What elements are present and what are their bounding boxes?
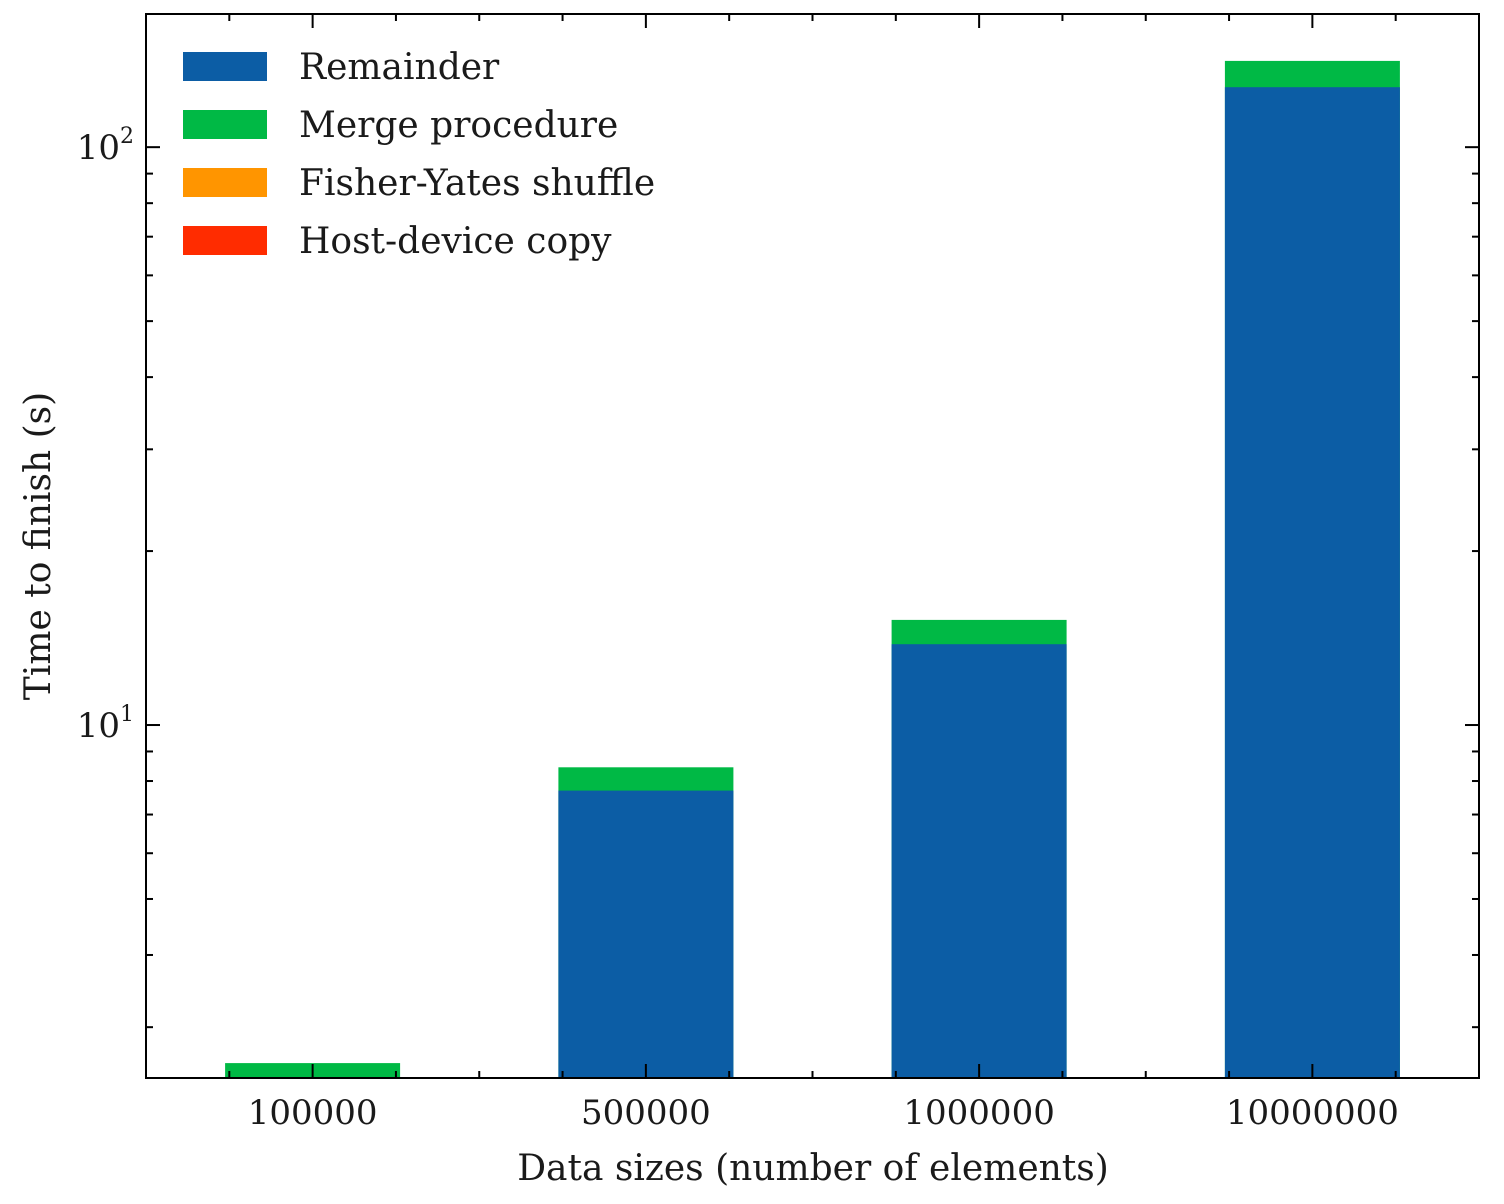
legend-swatch-fisher-yates-shuffle <box>183 168 267 197</box>
legend-label: Merge procedure <box>299 105 618 146</box>
legend-swatch-merge-procedure <box>183 110 267 139</box>
x-tick-label: 1000000 <box>903 1093 1054 1133</box>
y-tick-label: 102 <box>77 124 134 168</box>
bars-layer <box>225 60 1400 1078</box>
y-tick-label-base: 10 <box>77 128 120 168</box>
legend-label: Host-device copy <box>299 221 612 262</box>
y-tick-label-exponent: 1 <box>120 702 134 727</box>
y-axis-label: Time to finish (s) <box>18 392 59 700</box>
legend: Remainder Merge procedure Fisher-Yates shu… <box>183 47 655 262</box>
y-tick-label-base: 10 <box>77 706 120 746</box>
legend-label: Fisher-Yates shuffle <box>299 163 655 204</box>
y-tick-label-exponent: 2 <box>120 124 134 149</box>
x-axis-label: Data sizes (number of elements) <box>517 1148 1109 1189</box>
legend-swatch-remainder <box>183 52 267 81</box>
x-tick-label: 500000 <box>581 1093 711 1133</box>
bar-remainder-500000 <box>558 790 734 1078</box>
legend-swatch-host-device-copy <box>183 226 267 255</box>
x-tick-label: 100000 <box>248 1093 378 1133</box>
x-tick-label: 10000000 <box>1226 1093 1399 1133</box>
y-tick-label: 101 <box>77 702 134 746</box>
legend-label: Remainder <box>299 47 500 88</box>
bar-remainder-10000000 <box>1224 87 1400 1078</box>
bar-remainder-1000000 <box>891 644 1067 1078</box>
